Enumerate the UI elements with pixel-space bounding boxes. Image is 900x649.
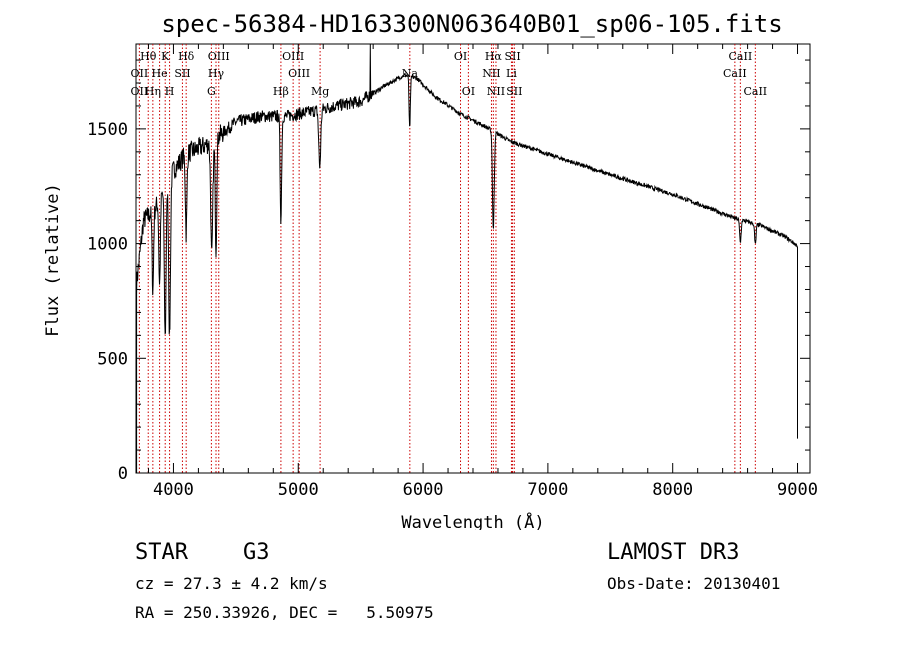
line-label: Hδ (178, 50, 195, 63)
line-label: Mg (311, 85, 329, 98)
spectrum-chart: spec-56384-HD163300N063640B01_sp06-105.f… (43, 10, 818, 533)
line-label: OI (462, 85, 475, 98)
line-label: Na (402, 67, 419, 80)
y-axis-label: Flux (relative) (43, 183, 63, 337)
x-tick-label: 7000 (527, 480, 568, 500)
line-label: Hθ (140, 50, 157, 63)
line-label: OII (131, 67, 149, 80)
line-label: G (207, 85, 216, 98)
x-axis-label: Wavelength (Å) (401, 511, 544, 530)
x-tick-label: 6000 (403, 480, 444, 500)
plot-frame (135, 43, 811, 474)
line-label: Hβ (273, 85, 289, 98)
x-tick-label: 5000 (278, 480, 319, 500)
chart-title: spec-56384-HD163300N063640B01_sp06-105.f… (161, 10, 782, 38)
redshift-cz: cz = 27.3 ± 4.2 km/s (135, 574, 328, 593)
spectrum-line (136, 43, 798, 473)
line-label: OIII (282, 50, 304, 63)
x-tick-label: 8000 (652, 480, 693, 500)
line-label: OII (131, 85, 149, 98)
object-type: STAR (135, 540, 188, 565)
line-label: Hη (145, 85, 161, 98)
line-label: K (161, 50, 170, 63)
line-label: SII (506, 85, 522, 98)
observation-date: Obs-Date: 20130401 (607, 574, 781, 593)
line-label: NII (487, 85, 505, 98)
line-label: NII (482, 67, 500, 80)
y-tick-label: 1000 (87, 235, 128, 255)
line-label: Hγ (208, 67, 225, 80)
x-tick-label: 9000 (777, 480, 818, 500)
y-tick-label: 1500 (87, 120, 128, 140)
survey-name: LAMOST DR3 (607, 540, 740, 565)
y-tick-label: 500 (97, 349, 128, 369)
line-label: Hα (485, 50, 503, 63)
line-label: CaII (743, 85, 767, 98)
line-label: Li (506, 67, 517, 80)
line-label: He (152, 67, 168, 80)
line-label: OIII (288, 67, 310, 80)
line-label: SII (174, 67, 190, 80)
line-label: OIII (208, 50, 230, 63)
x-tick-label: 4000 (153, 480, 194, 500)
line-label: SII (504, 50, 520, 63)
line-label: CaII (723, 67, 747, 80)
spectral-subclass: G3 (243, 540, 270, 565)
line-label: CaII (729, 50, 753, 63)
line-label: H (165, 85, 175, 98)
ra-dec-coordinates: RA = 250.33926, DEC = 5.50975 (135, 603, 434, 622)
line-label: OI (454, 50, 467, 63)
y-tick-label: 0 (118, 464, 128, 484)
